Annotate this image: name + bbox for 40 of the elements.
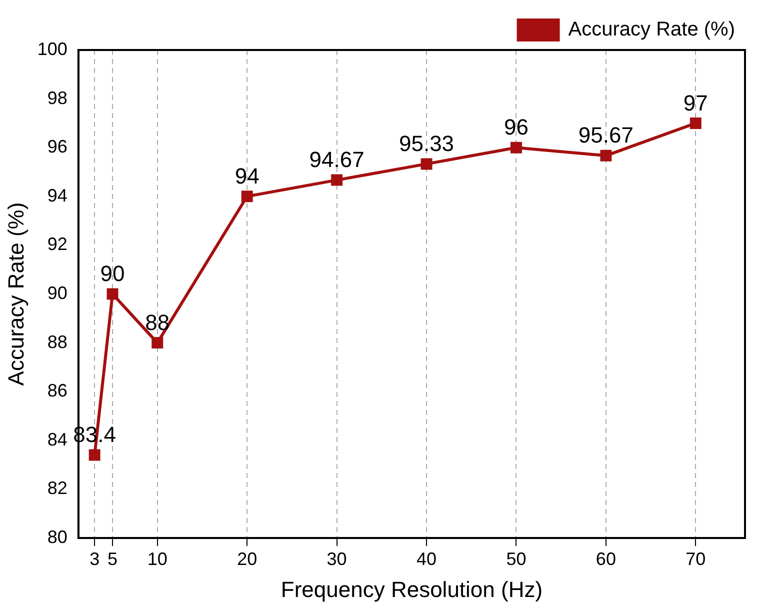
y-tick-label: 88	[47, 332, 68, 352]
data-label: 95.33	[398, 131, 454, 156]
y-tick-label: 96	[47, 136, 68, 157]
legend-label: Accuracy Rate (%)	[568, 18, 736, 41]
y-tick-label: 100	[37, 38, 68, 59]
x-tick-label: 40	[416, 548, 437, 569]
y-tick-label: 90	[47, 282, 68, 303]
point	[152, 337, 164, 349]
point	[88, 449, 100, 461]
data-label: 88	[145, 310, 170, 335]
x-tick-label: 20	[237, 548, 258, 569]
point	[690, 117, 702, 129]
y-tick-label: 94	[47, 185, 68, 206]
y-tick-label: 84	[47, 429, 68, 450]
point	[241, 190, 253, 202]
point	[420, 158, 432, 170]
data-label: 97	[683, 90, 708, 116]
y-tick-label: 82	[47, 478, 68, 498]
data-label: 94.67	[309, 147, 364, 172]
y-tick-label: 80	[47, 526, 68, 547]
x-axis-title: Frequency Resolution (Hz)	[280, 576, 543, 602]
x-tick-label: 50	[506, 548, 526, 569]
x-tick-label: 60	[596, 548, 616, 569]
y-axis-title: Accuracy Rate (%)	[3, 202, 28, 386]
point	[600, 150, 612, 162]
point	[106, 288, 118, 300]
y-tick-label: 92	[47, 234, 68, 254]
data-label: 96	[504, 114, 528, 140]
x-tick-label: 10	[147, 548, 168, 569]
x-tick-label: 30	[326, 548, 347, 569]
point	[510, 142, 522, 154]
y-tick-label: 98	[47, 88, 68, 108]
data-label: 94	[234, 163, 260, 188]
data-label: 90	[100, 261, 125, 286]
x-tick-label: 70	[686, 548, 706, 569]
x-tick-label: 3	[90, 548, 100, 569]
data-label: 95.67	[578, 122, 634, 148]
point	[331, 174, 343, 186]
x-tick-label: 5	[108, 548, 118, 569]
y-tick-label: 86	[47, 380, 68, 401]
